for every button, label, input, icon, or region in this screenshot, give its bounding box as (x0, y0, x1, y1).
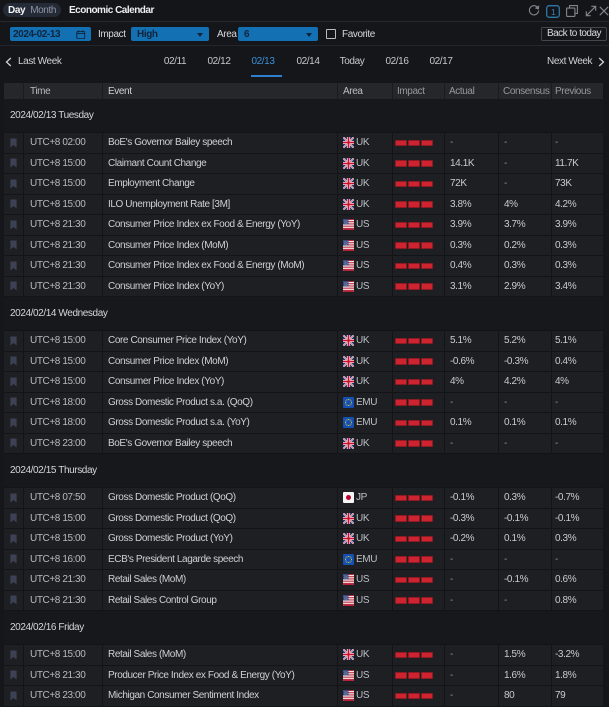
svg-text:1: 1 (551, 7, 556, 17)
